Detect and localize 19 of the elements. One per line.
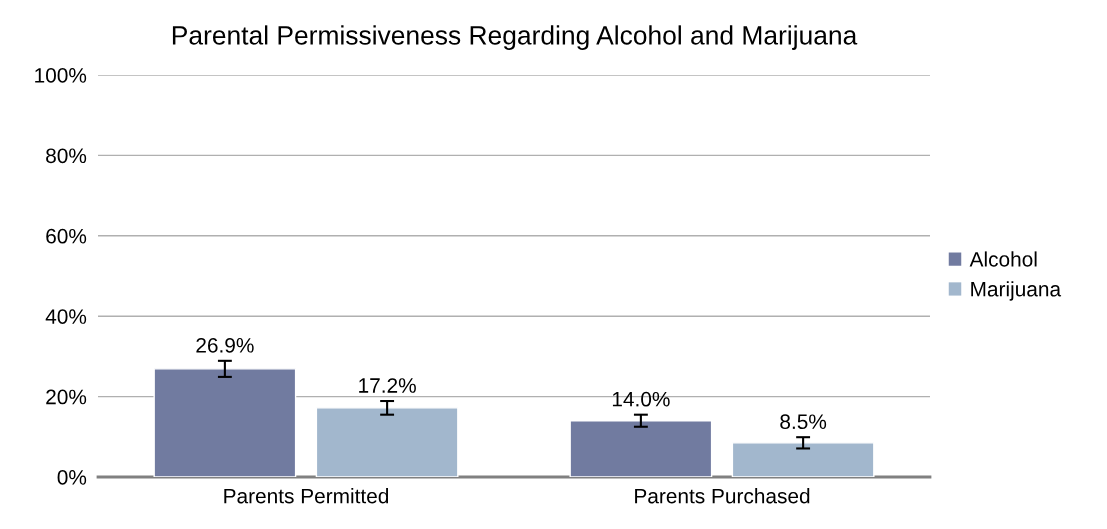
data-label: 17.2% <box>359 378 416 393</box>
y-tick-label: 100% <box>35 68 87 83</box>
data-label: 26.9% <box>196 337 254 353</box>
legend-label: Alcohol <box>969 251 1037 267</box>
bar <box>315 407 459 477</box>
y-tick-label: 20% <box>46 389 87 405</box>
y-tick-label: 0% <box>57 470 87 485</box>
legend-label: Marijuana <box>971 281 1062 301</box>
y-tick-label: 60% <box>46 228 87 244</box>
bar <box>731 442 875 477</box>
x-tick-label: Parents Permitted <box>224 488 389 504</box>
x-tick-label: Parents Purchased <box>635 488 810 504</box>
bar <box>153 368 297 477</box>
data-label: 14.0% <box>612 391 670 407</box>
bar <box>569 420 713 477</box>
y-tick-label: 80% <box>46 148 87 164</box>
data-label: 8.5% <box>780 414 827 430</box>
chart-title: Parental Permissiveness Regarding Alcohol and Marijuana <box>172 25 858 50</box>
y-tick-label: 40% <box>45 309 87 324</box>
